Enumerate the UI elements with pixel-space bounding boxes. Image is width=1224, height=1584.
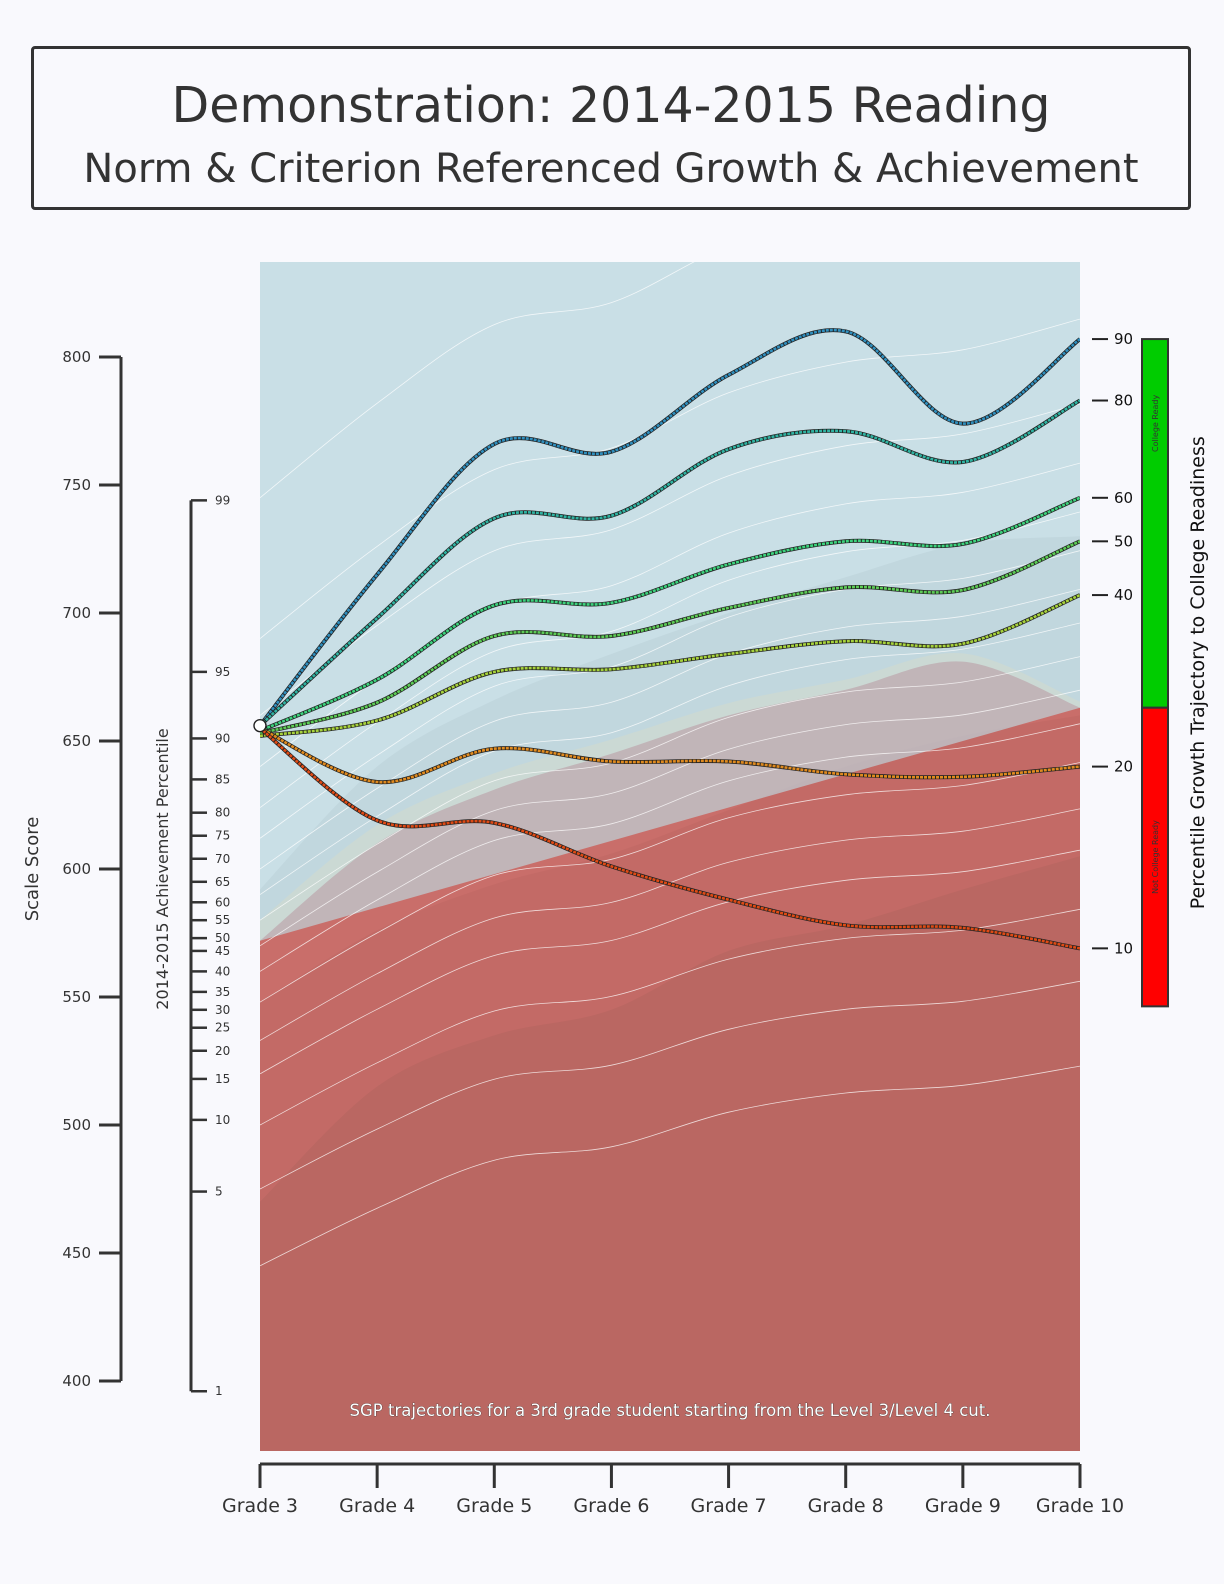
trajectory-label-50: 50 xyxy=(1114,532,1133,550)
scale-score-tick-label: 400 xyxy=(62,1372,91,1390)
chart-title: Demonstration: 2014-2015 Reading xyxy=(171,77,1051,134)
percentile-tick-label: 25 xyxy=(215,1021,230,1035)
college-ready-bar xyxy=(1141,338,1169,709)
percentile-tick-label: 85 xyxy=(215,772,230,786)
trajectory-line-80 xyxy=(260,399,1080,727)
percentile-tick-label: 70 xyxy=(215,852,230,866)
percentile-tick-label: 90 xyxy=(215,731,230,745)
percentile-curve xyxy=(260,622,1080,895)
percentile-curve xyxy=(260,262,695,499)
title-box: Demonstration: 2014-2015 Reading Norm & … xyxy=(31,46,1191,210)
percentile-curve xyxy=(260,762,1080,1003)
x-tick-label: Grade 5 xyxy=(456,1495,532,1517)
x-tick-label: Grade 3 xyxy=(222,1495,298,1517)
scale-score-tick-label: 550 xyxy=(62,988,91,1006)
scale-score-tick-label: 450 xyxy=(62,1244,91,1262)
x-tick-label: Grade 6 xyxy=(573,1495,649,1517)
percentile-curve xyxy=(260,689,1080,947)
scale-score-axis-label: Scale Score xyxy=(22,817,43,922)
scale-score-tick-label: 800 xyxy=(62,348,91,366)
upper-shade xyxy=(260,536,1080,941)
scale-score-tick-label: 750 xyxy=(62,476,91,494)
percentile-curve xyxy=(260,808,1080,1041)
percentile-curve xyxy=(260,980,1080,1190)
percentile-tick-label: 15 xyxy=(215,1072,230,1086)
percentile-tick-label: 80 xyxy=(215,806,230,820)
percentile-tick-label: 45 xyxy=(215,944,230,958)
right-axis-label: Percentile Growth Trajectory to College … xyxy=(1187,436,1209,909)
trajectory-line-20 xyxy=(260,727,1080,784)
percentile-tick-label: 60 xyxy=(215,895,230,909)
scale-score-tick-label: 500 xyxy=(62,1116,91,1134)
trajectory-label-60: 60 xyxy=(1114,489,1133,507)
percentile-curve xyxy=(260,723,1080,972)
trajectory-label-90: 90 xyxy=(1114,330,1133,348)
percentile-tick-label: 95 xyxy=(215,665,230,679)
percentile-tick-label: 99 xyxy=(215,493,230,507)
scale-score-tick-label: 700 xyxy=(62,604,91,622)
x-tick-label: Grade 4 xyxy=(339,1495,415,1517)
trajectory-label-20: 20 xyxy=(1114,758,1133,776)
scale-score-tick-label: 650 xyxy=(62,732,91,750)
percentile-curve xyxy=(260,908,1080,1126)
x-tick-label: Grade 9 xyxy=(925,1495,1001,1517)
percentile-curve xyxy=(260,550,1080,839)
percentile-curve xyxy=(260,849,1080,1075)
trajectory-label-80: 80 xyxy=(1114,392,1133,410)
trajectory-line-60 xyxy=(260,496,1080,732)
percentile-tick-label: 5 xyxy=(215,1185,223,1199)
percentile-tick-label: 1 xyxy=(215,1384,223,1398)
trajectory-line-40 xyxy=(260,593,1080,738)
not-college-ready-bar xyxy=(1141,706,1169,1008)
trajectory-line-90 xyxy=(260,328,1080,727)
percentile-tick-label: 40 xyxy=(215,964,230,978)
percentile-tick-label: 55 xyxy=(215,913,230,927)
scale-score-tick-label: 600 xyxy=(62,860,91,878)
trajectory-label-10: 10 xyxy=(1114,939,1133,957)
start-point xyxy=(253,718,267,733)
college-ready-label: College Ready xyxy=(1151,395,1160,452)
percentile-tick-label: 50 xyxy=(215,931,230,945)
percentile-tick-label: 75 xyxy=(215,829,230,843)
percentile-curve xyxy=(260,656,1080,921)
percentile-curve xyxy=(260,403,1080,716)
percentile-tick-label: 65 xyxy=(215,875,230,889)
trajectory-line-50 xyxy=(260,540,1080,735)
not-college-ready-label: Not College Ready xyxy=(1151,820,1160,894)
trajectory-line-10 xyxy=(260,727,1080,950)
chart-annotation: SGP trajectories for a 3rd grade student… xyxy=(350,1401,991,1420)
x-tick-label: Grade 8 xyxy=(808,1495,884,1517)
x-tick-label: Grade 7 xyxy=(691,1495,767,1517)
percentile-tick-label: 10 xyxy=(215,1113,230,1127)
trajectory-label-40: 40 xyxy=(1114,586,1133,604)
x-tick-label: Grade 10 xyxy=(1036,1495,1124,1517)
percentile-tick-label: 35 xyxy=(215,985,230,999)
lower-zone-2 xyxy=(260,856,1080,1451)
percentile-curve xyxy=(260,1065,1080,1267)
percentile-axis-label: 2014-2015 Achievement Percentile xyxy=(153,728,172,1009)
percentile-tick-label: 30 xyxy=(215,1003,230,1017)
percentile-tick-label: 20 xyxy=(215,1044,230,1058)
chart-subtitle: Norm & Criterion Referenced Growth & Ach… xyxy=(83,146,1139,192)
